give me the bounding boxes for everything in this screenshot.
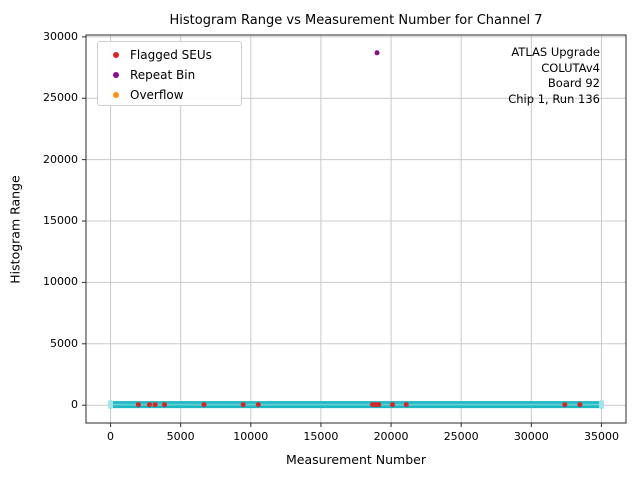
legend-row: Overflow <box>98 85 241 105</box>
data-point-flagged-seus <box>135 402 141 408</box>
baseline-band-core <box>110 403 602 406</box>
legend-label: Repeat Bin <box>130 68 196 82</box>
x-tick-label: 0 <box>107 430 115 443</box>
x-axis-label: Measurement Number <box>285 452 426 467</box>
data-point-flagged-seus <box>389 402 395 408</box>
data-point-flagged-seus <box>376 402 382 408</box>
legend: Flagged SEUs Repeat Bin Overflow <box>97 41 242 106</box>
data-point-flagged-seus <box>403 402 409 408</box>
x-tick-label: 5000 <box>166 430 195 443</box>
band-start-cap <box>108 400 114 410</box>
data-point-flagged-seus <box>152 402 158 408</box>
y-tick-label: 20000 <box>43 152 78 166</box>
data-point-flagged-seus <box>240 402 246 408</box>
legend-row: Flagged SEUs <box>98 45 241 65</box>
annotation-line: Chip 1, Run 136 <box>508 91 600 106</box>
band-end-cap <box>598 400 604 410</box>
legend-marker-icon <box>113 72 119 78</box>
data-point-flagged-seus <box>577 402 583 408</box>
legend-row: Repeat Bin <box>98 65 241 85</box>
data-point-flagged-seus <box>146 402 152 408</box>
annotation-line: COLUTAv4 <box>541 60 600 75</box>
x-tick-label: 30000 <box>513 430 549 443</box>
x-tick-label: 20000 <box>373 430 409 443</box>
y-tick-label: 30000 <box>43 29 78 43</box>
data-point-flagged-seus <box>201 402 207 408</box>
legend-label: Flagged SEUs <box>130 48 212 62</box>
legend-label: Overflow <box>130 88 184 102</box>
legend-marker-icon <box>113 92 119 98</box>
y-tick-label: 10000 <box>43 275 78 289</box>
data-point-repeat-bin <box>374 50 380 56</box>
run-info-annotation: ATLAS Upgrade COLUTAv4 Board 92 Chip 1, Run… <box>508 45 600 107</box>
x-tick-label: 15000 <box>303 430 339 443</box>
x-tick-label: 35000 <box>583 430 619 443</box>
legend-marker-icon <box>113 52 119 58</box>
x-tick-label: 25000 <box>443 430 479 443</box>
y-tick-label: 15000 <box>43 214 78 228</box>
data-point-flagged-seus <box>162 402 168 408</box>
y-tick-label: 0 <box>71 398 78 412</box>
y-axis-label: Histogram Range <box>7 175 23 284</box>
y-tick-label: 25000 <box>43 91 78 105</box>
annotation-line: Board 92 <box>547 76 600 90</box>
data-point-flagged-seus <box>255 402 261 408</box>
annotation-line: ATLAS Upgrade <box>511 45 600 59</box>
x-tick-label: 10000 <box>233 430 269 443</box>
data-point-flagged-seus <box>562 402 568 408</box>
axes-spines <box>85 34 627 424</box>
chart-title: Histogram Range vs Measurement Number fo… <box>169 13 543 28</box>
y-tick-label: 5000 <box>50 336 78 350</box>
